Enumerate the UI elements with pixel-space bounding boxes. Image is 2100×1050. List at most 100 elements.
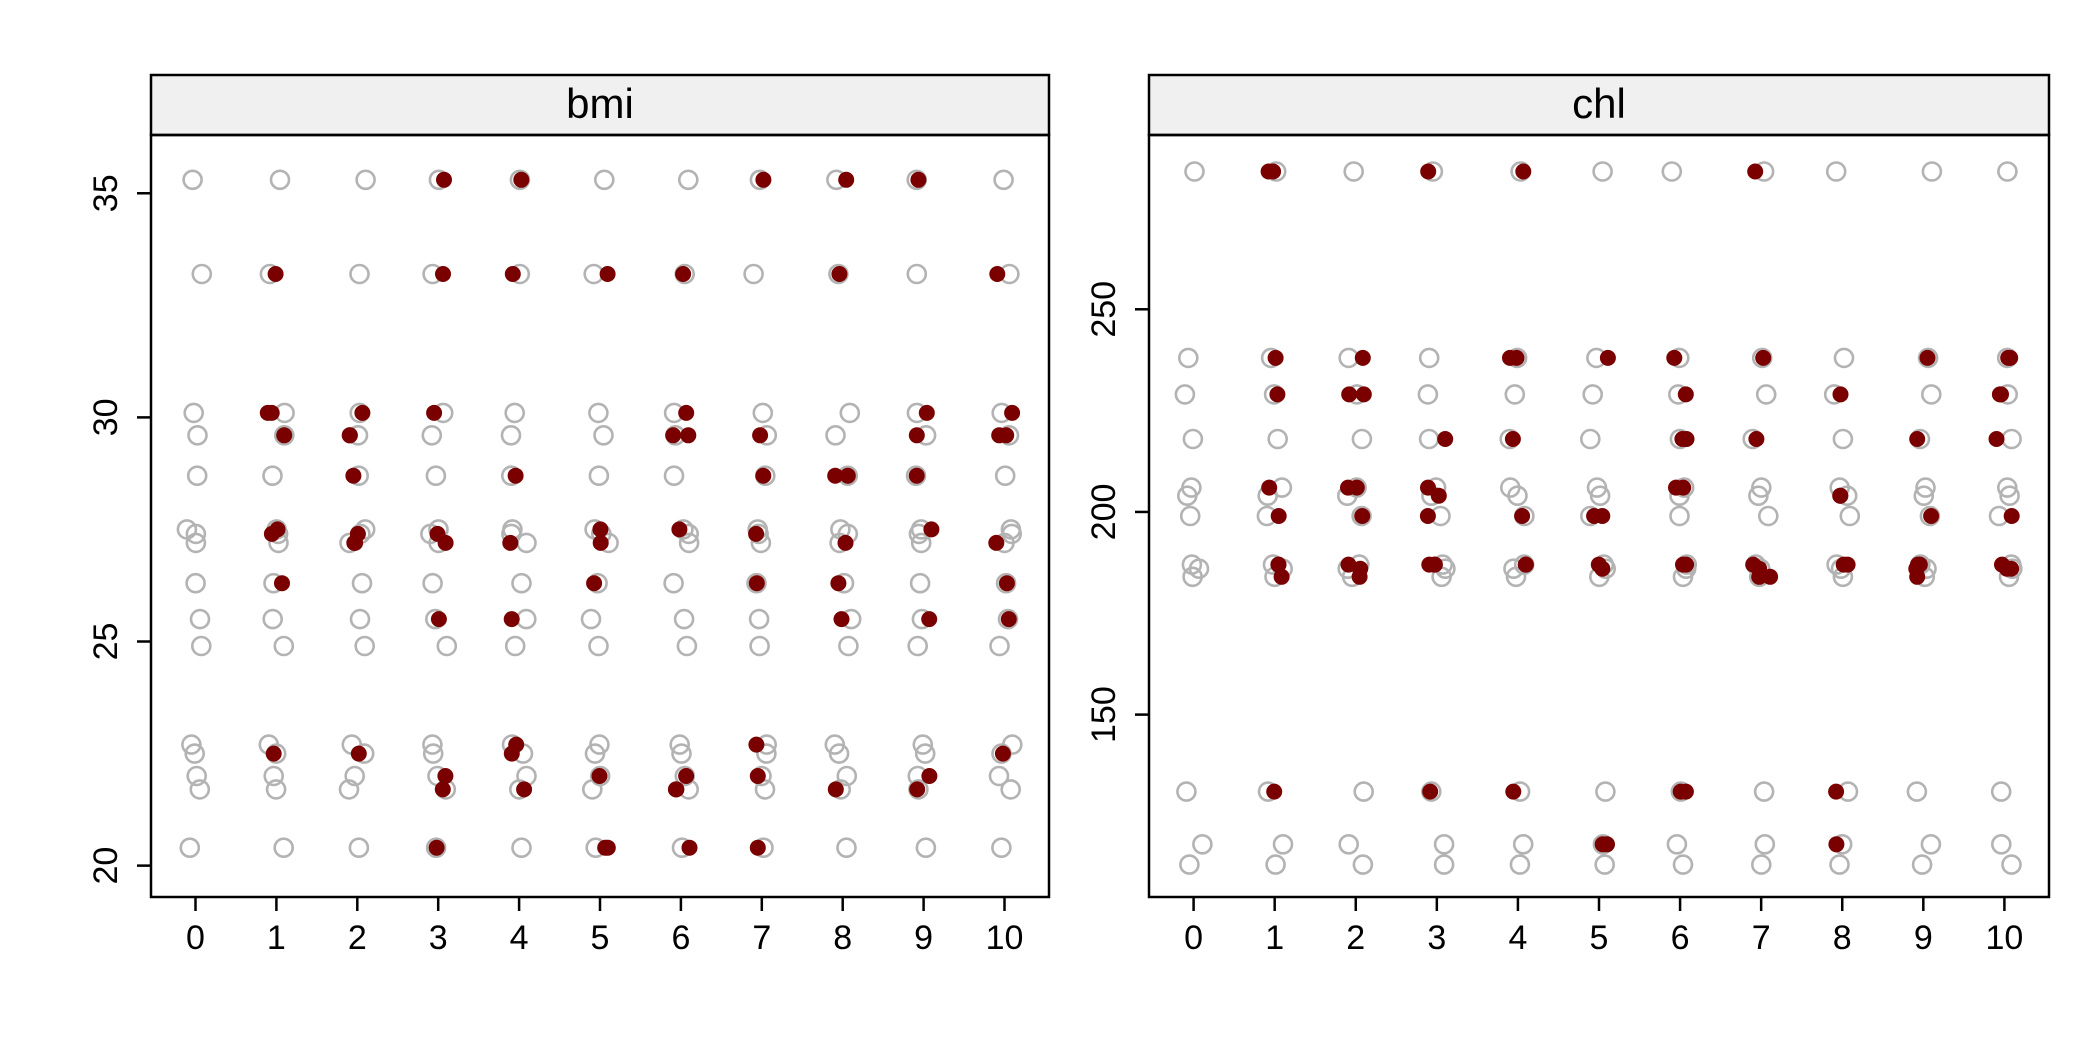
imputed-point [1594,508,1611,524]
observed-point [1758,505,1779,527]
imputed-point [921,611,938,628]
observed-point [997,608,1019,630]
observed-point [355,169,376,191]
observed-point [1001,734,1023,755]
imputed-point [918,404,935,421]
observed-point [825,424,846,446]
observed-point [1179,854,1200,875]
observed-point [1182,428,1204,450]
observed-point [838,635,859,657]
observed-point [988,765,1010,787]
observed-point [262,465,283,487]
observed-point [422,572,443,594]
observed-point [1000,779,1022,800]
x-tick-label: 8 [1833,919,1852,957]
observed-point [504,635,526,657]
imputed-point [1000,611,1017,628]
observed-point [354,635,376,657]
imputed-point [831,266,848,282]
y-axis-bmi: 20 25 30 35 [87,174,151,885]
observed-point [1592,161,1613,182]
observed-point [504,402,526,424]
x-tick-label: 4 [1508,919,1527,957]
observed-point [1417,384,1439,405]
observed-point [500,424,522,446]
observed-point [1997,161,2018,182]
x-tick-label: 2 [348,919,367,957]
imputed-point [1420,163,1437,180]
observed-point [263,765,285,787]
observed-point [1669,505,1690,527]
imputed-point [265,745,282,762]
x-tick-label: 2 [1346,919,1365,957]
observed-point [1272,833,1294,855]
observed-point [1353,781,1374,802]
y-tick-label: 150 [1085,686,1123,743]
observed-point [1833,347,1855,369]
imputed-point [910,171,927,188]
imputed-point [1677,783,1694,800]
imputed-point [1675,556,1691,573]
imputed-point [1832,386,1849,403]
observed-point [663,465,685,487]
x-tick-label: 1 [267,919,286,957]
observed-point [1582,384,1603,405]
strip-bmi [149,73,1051,137]
observed-point [262,608,284,630]
observed-point [189,608,211,630]
imputed-point [437,534,454,551]
observed-point [993,169,1014,191]
observed-point [991,837,1012,859]
x-tick-label: 3 [429,919,448,957]
imputed-point [276,427,293,444]
observed-point [1586,477,1608,498]
imputed-point [1828,836,1845,853]
imputed-point [347,534,364,551]
observed-point [511,572,532,594]
observed-point [1911,854,1933,875]
observed-point [1433,833,1455,855]
observed-point [425,837,447,859]
imputed-point [2002,349,2019,366]
observed-point [1580,428,1601,450]
observed-point [1825,161,1847,182]
observed-point [1829,854,1850,875]
observed-point [1595,781,1616,802]
observed-point [1753,781,1775,802]
observed-point [914,743,936,764]
imputed-point [671,521,688,538]
imputed-point [827,467,844,484]
panel-bmi: bmi 0 1 2 3 4 5 6 7 8 9 10 20 25 30 35 [87,73,1051,957]
observed-point [746,572,767,594]
y-tick-label: 25 [87,623,125,661]
imputed-point [1430,487,1447,504]
x-tick-label: 8 [833,919,852,957]
observed-point [1755,384,1777,405]
observed-point [186,465,208,487]
imputed-point [678,768,695,784]
imputed-point [1504,431,1521,447]
imputed-point [592,521,609,538]
imputed-point [908,467,925,484]
imputed-point [502,534,519,551]
x-tick-label: 9 [1914,919,1933,957]
observed-point [273,635,295,657]
observed-point [836,837,857,859]
observed-point [589,734,610,755]
imputed-point [516,781,533,798]
observed-point [269,169,291,191]
x-tick-label: 1 [1265,919,1284,957]
x-tick-label: 5 [591,919,610,957]
observed-point [1917,347,1939,369]
imputed-point [749,839,766,856]
y-tick-label: 35 [87,174,125,212]
x-tick-label: 7 [1752,919,1771,957]
imputed-point [1993,386,2009,403]
x-tick-label: 0 [186,919,205,957]
imputed-point [2003,560,2020,577]
observed-point [906,263,928,285]
x-tick-label: 7 [752,919,771,957]
observed-point [1267,428,1288,450]
imputed-point [1265,163,1282,180]
observed-point [179,837,201,859]
